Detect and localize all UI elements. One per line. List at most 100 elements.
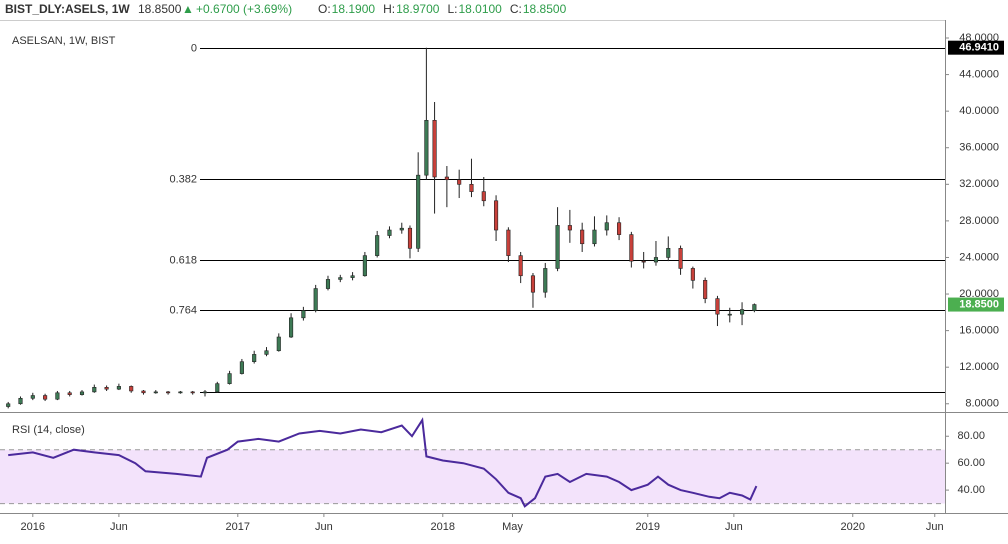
up-arrow: ▲ <box>182 2 194 16</box>
candle-body <box>129 386 134 392</box>
rsi-line <box>8 417 758 508</box>
candle-body <box>362 255 367 277</box>
candle-body <box>350 275 355 278</box>
candle-body <box>653 257 659 263</box>
candle-body <box>178 391 183 394</box>
candle-body <box>740 309 745 315</box>
rsi-band <box>0 449 945 504</box>
candle-body <box>79 391 85 395</box>
x-tick-label: Jun <box>725 521 743 533</box>
y-tick-label: 32.0000 <box>959 178 999 190</box>
candle-body <box>555 225 560 269</box>
candle-body <box>641 260 646 263</box>
candle-body <box>215 383 220 393</box>
x-tick-label: Jun <box>926 521 944 533</box>
x-tick-label: 2020 <box>841 521 865 533</box>
price-tag <box>948 40 1004 55</box>
fib-level-label: 0.764 <box>169 304 197 316</box>
candle-body <box>481 191 486 202</box>
candle-body <box>506 229 511 256</box>
candle-body <box>375 235 380 256</box>
candle-body <box>494 200 499 231</box>
candle-body <box>153 391 158 394</box>
candle-body <box>457 179 462 185</box>
y-tick-label: 36.0000 <box>959 142 999 154</box>
candle-body <box>30 395 35 399</box>
candle-body <box>469 184 474 192</box>
price-pane-title: ASELSAN, 1W, BIST <box>12 35 116 47</box>
y-tick-label: 80.00 <box>957 430 985 442</box>
y-tick-label: 44.0000 <box>959 68 999 80</box>
candle-body <box>690 268 695 281</box>
header: BIST_DLY:ASELS, 1W 18.8500 ▲ +0.6700 (+3… <box>5 2 292 16</box>
candle-body <box>703 280 708 299</box>
candle-body <box>432 120 437 178</box>
y-tick-label: 40.00 <box>957 484 985 496</box>
candle-body <box>313 288 318 311</box>
x-tick-label: 2016 <box>21 521 45 533</box>
candle-body <box>6 403 11 407</box>
price-tag-label: 46.9410 <box>959 42 999 54</box>
ohlc-value: 18.1900 <box>332 2 376 16</box>
change: +0.6700 (+3.69%) <box>196 2 292 16</box>
candle-body <box>407 227 413 249</box>
last-price: 18.8500 <box>138 2 182 16</box>
x-tick-label: 2017 <box>226 521 250 533</box>
candle-body <box>116 386 121 390</box>
candle-body <box>444 176 449 181</box>
candle-body <box>424 120 429 176</box>
candle-body <box>387 229 392 236</box>
candle-body <box>252 354 257 363</box>
candle-body <box>55 392 60 400</box>
candle-body <box>92 387 97 393</box>
x-tick-label: 2018 <box>431 521 455 533</box>
candle-body <box>416 174 421 249</box>
candle-body <box>289 317 294 338</box>
candle-body <box>43 395 48 400</box>
y-tick-label: 24.0000 <box>959 251 999 263</box>
candle-body <box>617 222 622 235</box>
x-tick-label: May <box>502 521 523 533</box>
candle-body <box>166 391 171 394</box>
candle-body <box>629 234 634 262</box>
rsi-pane-title: RSI (14, close) <box>12 424 85 436</box>
candle-body <box>276 336 281 352</box>
ohlc-label: C: <box>510 2 522 16</box>
candle-body <box>592 229 597 245</box>
fib-level-label: 0.382 <box>169 173 197 185</box>
candle-body <box>678 248 683 269</box>
symbol: BIST_DLY:ASELS, 1W <box>5 2 130 16</box>
fib-level-label: 0.618 <box>169 254 197 266</box>
candle-body <box>338 277 343 280</box>
ohlc-label: H: <box>383 2 395 16</box>
ohlc-value: 18.9700 <box>396 2 440 16</box>
ohlc-label: O: <box>318 2 331 16</box>
x-tick-label: Jun <box>315 521 333 533</box>
y-tick-label: 60.00 <box>957 457 985 469</box>
y-tick-label: 12.0000 <box>959 361 999 373</box>
y-tick-label: 28.0000 <box>959 215 999 227</box>
candle-body <box>543 268 548 293</box>
candle-body <box>18 397 23 405</box>
candle-body <box>239 361 244 374</box>
candle-body <box>227 373 232 384</box>
candle-body <box>67 392 72 395</box>
candle-body <box>518 255 523 277</box>
ohlc-value: 18.8500 <box>523 2 567 16</box>
candle-body <box>530 275 536 293</box>
candle-body <box>190 391 195 394</box>
candle-body <box>399 227 404 231</box>
candle-body <box>202 391 208 394</box>
fib-level-label: 0 <box>191 42 197 54</box>
y-tick-label: 8.0000 <box>965 398 999 410</box>
candle-body <box>264 350 269 355</box>
candle-body <box>325 279 331 289</box>
x-tick-label: 2019 <box>636 521 660 533</box>
candle-body <box>604 222 609 231</box>
candle-body <box>141 390 146 394</box>
candle-body <box>301 310 306 319</box>
y-tick-label: 16.0000 <box>959 325 999 337</box>
y-tick-label: 40.0000 <box>959 105 999 117</box>
candle-body <box>567 225 572 231</box>
